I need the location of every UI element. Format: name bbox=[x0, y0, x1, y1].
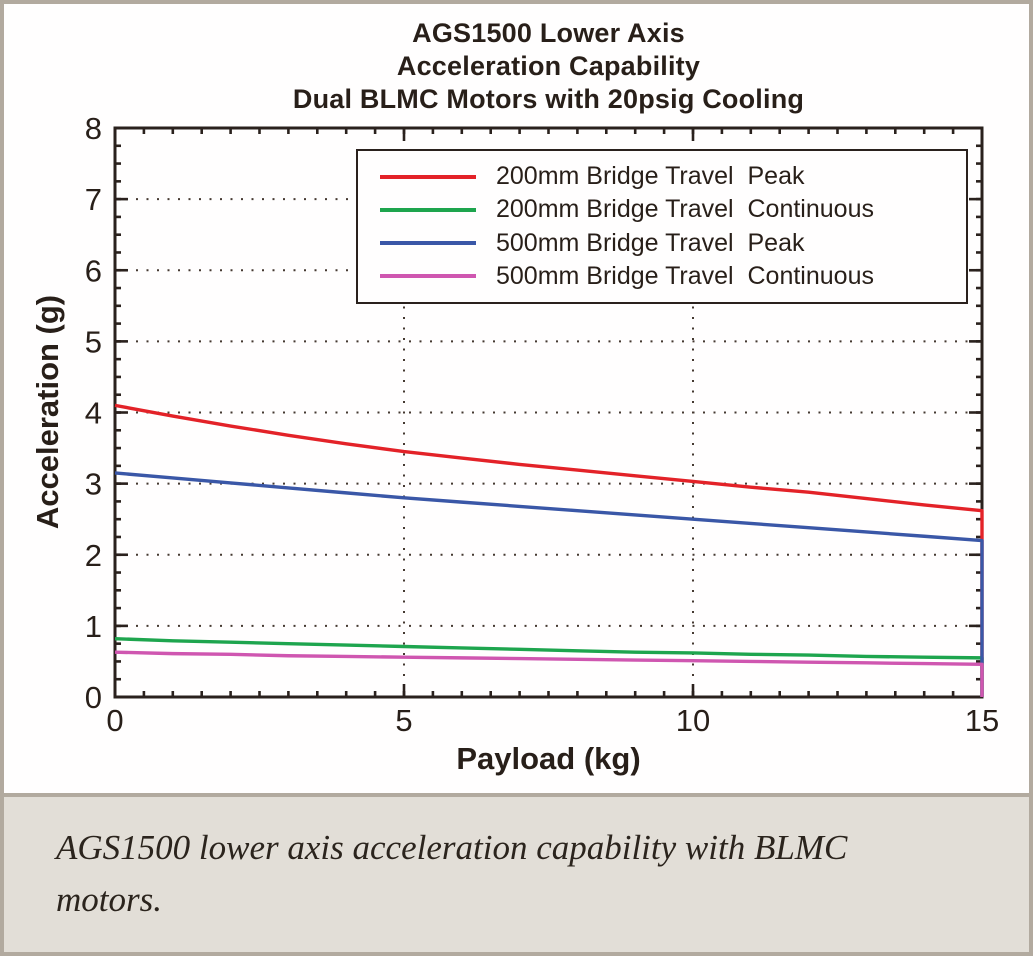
legend-label: 500mm Bridge Travel Peak bbox=[496, 228, 805, 257]
svg-text:8: 8 bbox=[85, 111, 102, 146]
legend-label: 500mm Bridge Travel Continuous bbox=[496, 261, 874, 290]
svg-text:0: 0 bbox=[85, 680, 102, 715]
legend-line-swatch-green bbox=[380, 207, 476, 212]
legend-line-swatch-blue bbox=[380, 241, 476, 246]
panel-divider bbox=[4, 793, 1029, 797]
svg-text:4: 4 bbox=[85, 396, 102, 431]
acceleration-vs-payload-plot: 0 5 10 15 0 1 2 3 4 5 6 7 8 bbox=[85, 111, 999, 738]
chart-title-line-1: AGS1500 Lower Axis bbox=[412, 18, 685, 48]
chart-title-line-2: Acceleration Capability bbox=[396, 51, 701, 81]
svg-text:1: 1 bbox=[85, 609, 102, 644]
svg-text:0: 0 bbox=[106, 703, 123, 738]
legend-line-swatch-magenta bbox=[380, 274, 476, 279]
y-axis-label: Acceleration (g) bbox=[30, 294, 65, 530]
legend-row: 500mm Bridge Travel Continuous bbox=[358, 262, 966, 291]
chart-title-line-3: Dual BLMC Motors with 20psig Cooling bbox=[292, 84, 805, 114]
svg-text:5: 5 bbox=[395, 703, 412, 738]
legend-row: 500mm Bridge Travel Peak bbox=[358, 229, 966, 258]
svg-text:5: 5 bbox=[85, 324, 102, 359]
caption-panel: AGS1500 lower axis acceleration capabili… bbox=[4, 797, 1029, 952]
legend-label: 200mm Bridge Travel Peak bbox=[496, 162, 805, 191]
legend-label: 200mm Bridge Travel Continuous bbox=[496, 195, 874, 224]
svg-text:10: 10 bbox=[676, 703, 710, 738]
svg-text:3: 3 bbox=[85, 467, 102, 502]
chart-panel: 0 5 10 15 0 1 2 3 4 5 6 7 8 AGS1500 Lower Axis Accel… bbox=[4, 4, 1029, 793]
x-axis-label: Payload (kg) bbox=[456, 741, 641, 776]
legend-row: 200mm Bridge Travel Peak bbox=[358, 162, 966, 191]
svg-text:7: 7 bbox=[85, 182, 102, 217]
legend-line-swatch-red bbox=[380, 174, 476, 179]
svg-text:6: 6 bbox=[85, 253, 102, 288]
svg-text:2: 2 bbox=[85, 538, 102, 573]
legend-row: 200mm Bridge Travel Continuous bbox=[358, 195, 966, 224]
chart-title: AGS1500 Lower Axis Acceleration Capabili… bbox=[115, 17, 982, 116]
legend: 200mm Bridge Travel Peak 200mm Bridge Tr… bbox=[356, 149, 968, 304]
figure-caption: AGS1500 lower axis acceleration capabili… bbox=[56, 828, 848, 919]
svg-text:15: 15 bbox=[965, 703, 999, 738]
